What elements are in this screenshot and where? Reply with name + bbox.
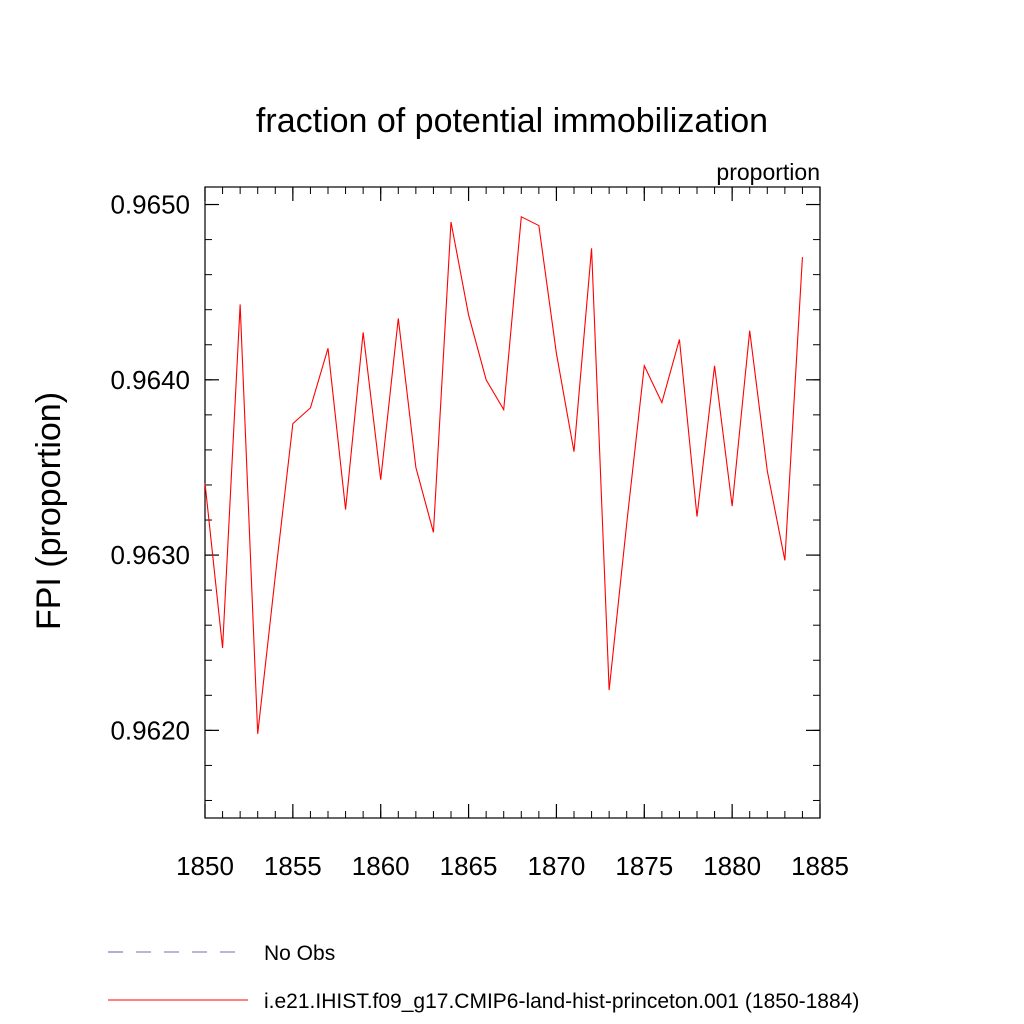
y-axis-ticks: 0.9620 0.9630 0.9640 0.9650 <box>110 190 820 801</box>
x-tick-label: 1855 <box>264 851 322 881</box>
plot-frame <box>204 186 821 819</box>
legend: No Obs i.e21.IHIST.f09_g17.CMIP6-land-his… <box>108 942 859 1013</box>
series-line <box>204 215 803 734</box>
y-tick-label: 0.9640 <box>110 365 190 395</box>
x-tick-label: 1850 <box>176 851 234 881</box>
chart-title: fraction of potential immobilization <box>256 102 768 140</box>
y-axis-label: FPI (proportion) <box>30 392 68 630</box>
legend-label: i.e21.IHIST.f09_g17.CMIP6-land-hist-prin… <box>264 990 859 1013</box>
y-tick-label: 0.9620 <box>110 715 190 745</box>
legend-label: No Obs <box>264 942 335 965</box>
series-layer <box>204 215 803 734</box>
x-tick-label: 1860 <box>352 851 410 881</box>
x-tick-label: 1880 <box>703 851 761 881</box>
x-axis-ticks: 1850 1855 1860 1865 1870 1875 1880 1885 <box>176 187 849 881</box>
y-tick-label: 0.9650 <box>110 190 190 220</box>
x-tick-label: 1875 <box>615 851 673 881</box>
plot-border <box>204 186 821 819</box>
x-tick-label: 1870 <box>528 851 586 881</box>
x-tick-label: 1885 <box>791 851 849 881</box>
x-tick-label: 1865 <box>440 851 498 881</box>
y-tick-label: 0.9630 <box>110 540 190 570</box>
units-label: proportion <box>716 159 820 185</box>
